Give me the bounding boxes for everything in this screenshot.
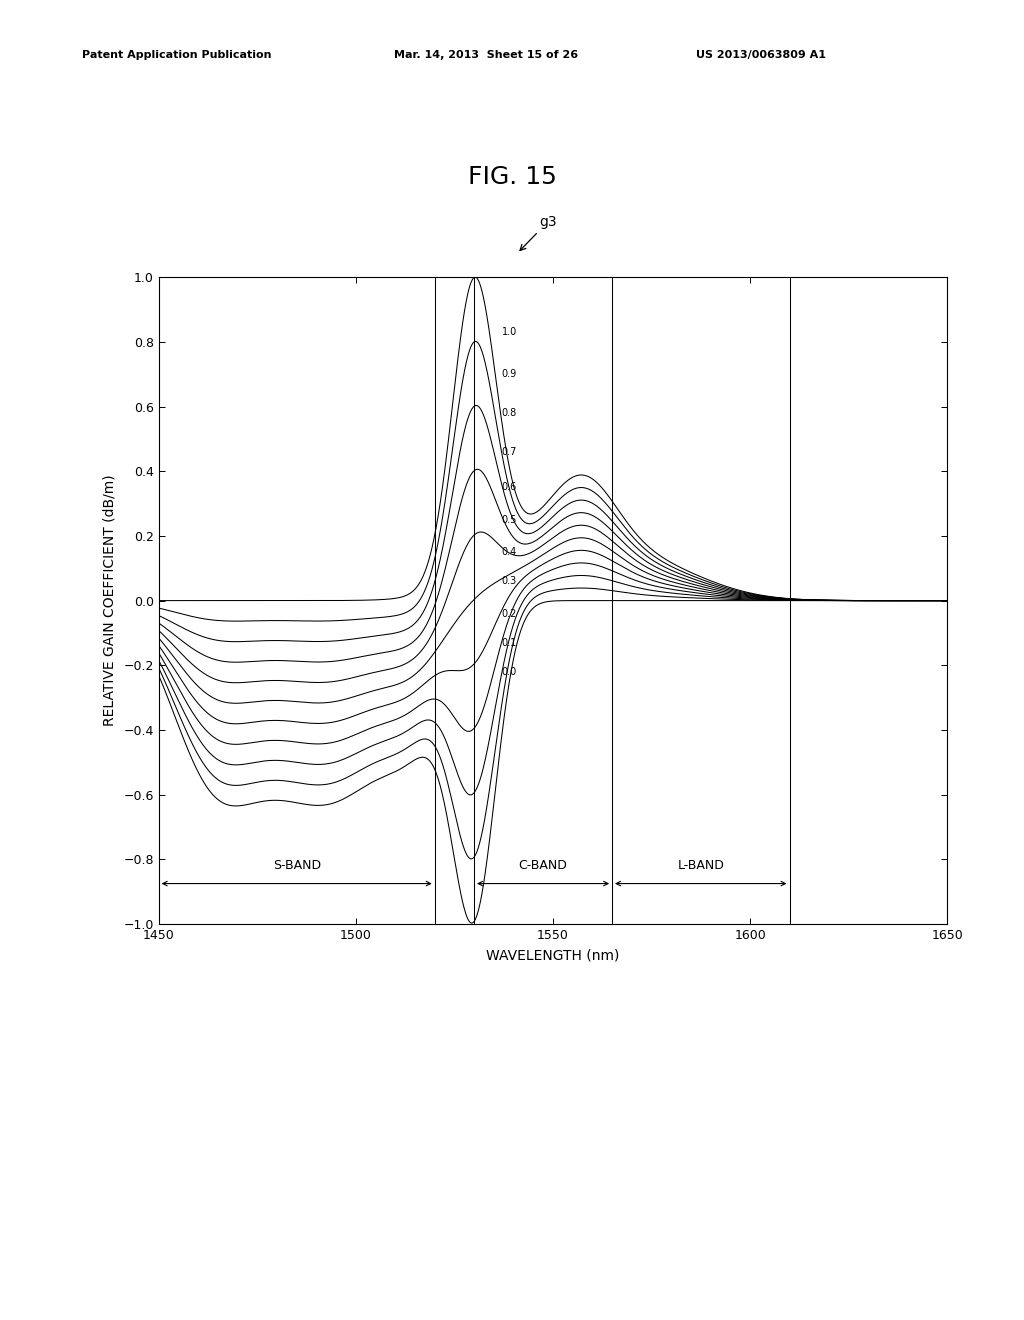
Text: Patent Application Publication: Patent Application Publication	[82, 50, 271, 61]
Text: 0.8: 0.8	[502, 408, 517, 418]
X-axis label: WAVELENGTH (nm): WAVELENGTH (nm)	[486, 949, 620, 962]
Text: 0.6: 0.6	[502, 482, 517, 492]
Text: S-BAND: S-BAND	[272, 859, 321, 873]
Text: Mar. 14, 2013  Sheet 15 of 26: Mar. 14, 2013 Sheet 15 of 26	[394, 50, 579, 61]
Y-axis label: RELATIVE GAIN COEFFICIENT (dB/m): RELATIVE GAIN COEFFICIENT (dB/m)	[102, 475, 117, 726]
Text: g3: g3	[520, 215, 557, 251]
Text: 0.4: 0.4	[502, 546, 517, 557]
Text: 0.5: 0.5	[502, 515, 517, 525]
Text: L-BAND: L-BAND	[677, 859, 724, 873]
Text: FIG. 15: FIG. 15	[468, 165, 556, 189]
Text: US 2013/0063809 A1: US 2013/0063809 A1	[696, 50, 826, 61]
Text: 0.9: 0.9	[502, 370, 517, 379]
Text: 0.1: 0.1	[502, 638, 517, 648]
Text: 0.2: 0.2	[502, 609, 517, 619]
Text: C-BAND: C-BAND	[519, 859, 567, 873]
Text: 0.3: 0.3	[502, 577, 517, 586]
Text: 0.0: 0.0	[502, 667, 517, 677]
Text: 0.7: 0.7	[502, 447, 517, 457]
Text: 1.0: 1.0	[502, 327, 517, 337]
